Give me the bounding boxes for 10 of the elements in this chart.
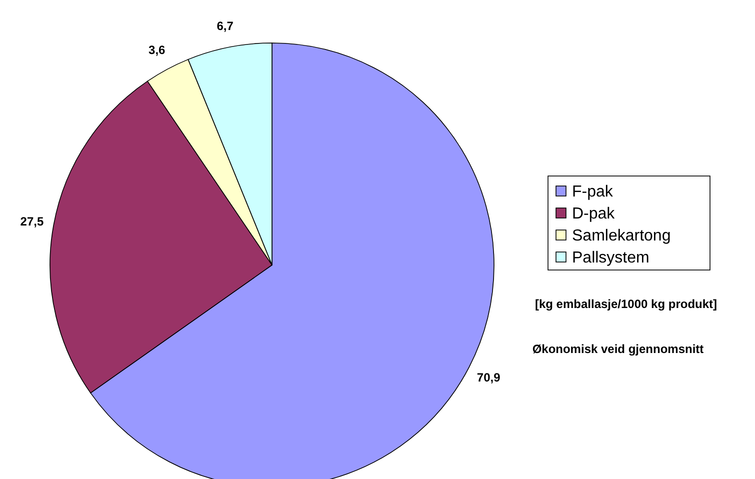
data-label: 70,9 <box>476 370 501 385</box>
legend-label: Samlekartong <box>572 228 671 245</box>
data-label: 6,7 <box>216 18 234 33</box>
legend-label: D-pak <box>572 206 616 223</box>
legend-label: Pallsystem <box>572 250 650 267</box>
text: Økonomisk veid gjennomsnitt <box>532 342 704 356</box>
data-label: 3,6 <box>148 43 166 58</box>
data-label: 27,5 <box>20 214 44 228</box>
legend-label: F-pak <box>572 184 614 201</box>
text: [kg emballasje/1000 kg produkt] <box>534 297 718 311</box>
